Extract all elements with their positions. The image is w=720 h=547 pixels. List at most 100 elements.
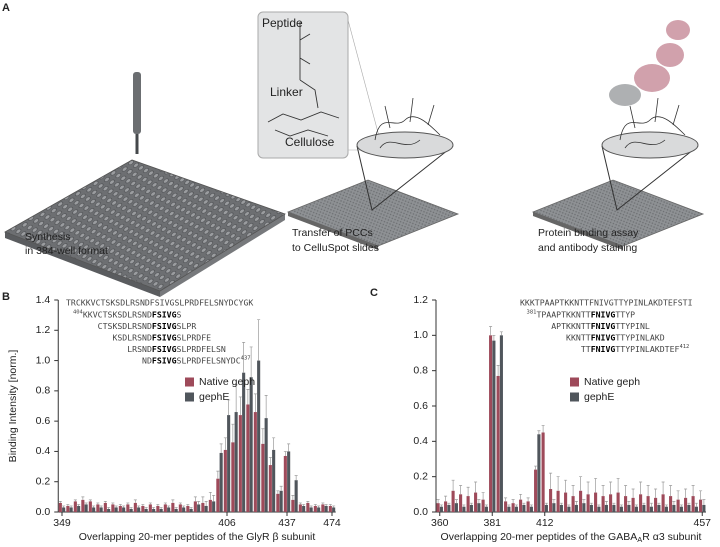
error-bar <box>294 475 298 481</box>
bar <box>574 504 578 512</box>
error-bar <box>492 334 496 341</box>
sequence-number: 412 <box>679 344 689 350</box>
sequence-left: 381TPAAPTKKNTT <box>527 309 591 319</box>
bar <box>122 507 126 512</box>
error-bar <box>699 490 703 500</box>
error-bar <box>454 499 458 504</box>
error-bar <box>133 499 137 503</box>
error-bar <box>567 504 571 507</box>
error-bar <box>649 502 653 507</box>
panel-a: A Synthesis in 384-well format Peptide L… <box>2 2 705 297</box>
bar <box>163 504 167 512</box>
bar <box>627 504 631 512</box>
legend-swatch <box>570 377 579 387</box>
peptides <box>619 97 686 149</box>
bar <box>676 499 680 512</box>
y-tick-label: 1.4 <box>36 294 51 306</box>
y-tick-label: 1.0 <box>36 354 51 366</box>
error-bar <box>519 493 523 500</box>
inset-label: Linker <box>270 85 303 99</box>
legend-swatch <box>185 377 194 387</box>
bar <box>171 502 175 512</box>
error-bar <box>499 331 503 336</box>
motif: FSIVG <box>152 344 177 354</box>
error-bar <box>137 505 141 508</box>
bar <box>634 506 638 512</box>
error-bar <box>96 502 100 505</box>
error-bar <box>439 504 443 507</box>
bar <box>579 490 583 512</box>
error-bar <box>474 481 478 493</box>
error-bar <box>231 423 235 443</box>
x-tick-label: 437 <box>278 517 296 529</box>
step-label: in 384-well format <box>25 245 108 257</box>
bar <box>279 490 283 512</box>
bar <box>661 494 665 512</box>
sequence-number: 404 <box>73 309 84 315</box>
sequence-part: APTKKNTT <box>551 321 591 331</box>
error-bar <box>574 501 578 505</box>
error-bar <box>223 437 227 450</box>
y-tick-label: 0.8 <box>36 385 51 397</box>
bar <box>589 504 593 512</box>
bar <box>204 505 208 512</box>
bar <box>178 504 182 512</box>
bar <box>156 505 160 512</box>
bar <box>526 501 530 512</box>
error-bar <box>328 504 332 506</box>
bar <box>92 507 96 512</box>
error-bar <box>552 499 556 504</box>
bar <box>257 360 261 512</box>
error-bar <box>657 502 661 505</box>
y-tick-label: 0.6 <box>36 415 51 427</box>
error-bar <box>189 507 193 509</box>
bar <box>264 418 268 512</box>
sequence-part: SLPRDFELSN <box>177 344 226 354</box>
error-bar <box>537 430 541 435</box>
sequence-part: S <box>177 309 182 319</box>
bar <box>193 501 197 512</box>
error-bar <box>594 478 598 493</box>
bar <box>58 502 62 512</box>
error-bar <box>279 485 283 491</box>
bar <box>597 506 601 512</box>
plate-side <box>160 214 285 297</box>
error-bar <box>672 501 676 505</box>
error-bar <box>208 491 212 500</box>
bar <box>321 504 325 512</box>
bar <box>556 490 560 512</box>
error-bar <box>126 502 130 505</box>
bar <box>328 505 332 512</box>
bar <box>586 494 590 512</box>
bar <box>631 497 635 512</box>
sequence-part: CTSKSDLRSND <box>98 321 152 331</box>
bar <box>189 508 193 512</box>
sequence-right: FNIVGTTYPINL <box>591 321 650 331</box>
spot-disk <box>601 131 699 159</box>
bar <box>489 335 493 512</box>
error-bar <box>219 443 223 453</box>
x-tick-label: 457 <box>693 517 711 529</box>
sequence-left: APTKKNTT <box>551 321 591 331</box>
charts: B 0.0 0.2 0.4 0.6 0.8 1.0 1.2 1.4 349 406 437 474 Bin… <box>2 287 711 544</box>
bar <box>174 508 178 512</box>
bar <box>454 503 458 512</box>
error-bar <box>92 505 96 508</box>
bar <box>642 504 646 512</box>
bar <box>612 504 616 512</box>
error-bar <box>201 496 205 503</box>
error-bar <box>544 502 548 505</box>
bar <box>466 496 470 512</box>
error-bar <box>212 494 216 502</box>
chemistry-inset <box>257 11 349 159</box>
bar <box>223 449 227 512</box>
bar <box>148 504 152 512</box>
error-bar <box>489 326 493 336</box>
bar <box>324 505 328 512</box>
bar <box>126 504 130 512</box>
error-bar <box>654 488 658 498</box>
bar <box>616 492 620 512</box>
error-bar <box>249 346 253 378</box>
bar <box>246 404 250 512</box>
bar <box>219 452 223 512</box>
